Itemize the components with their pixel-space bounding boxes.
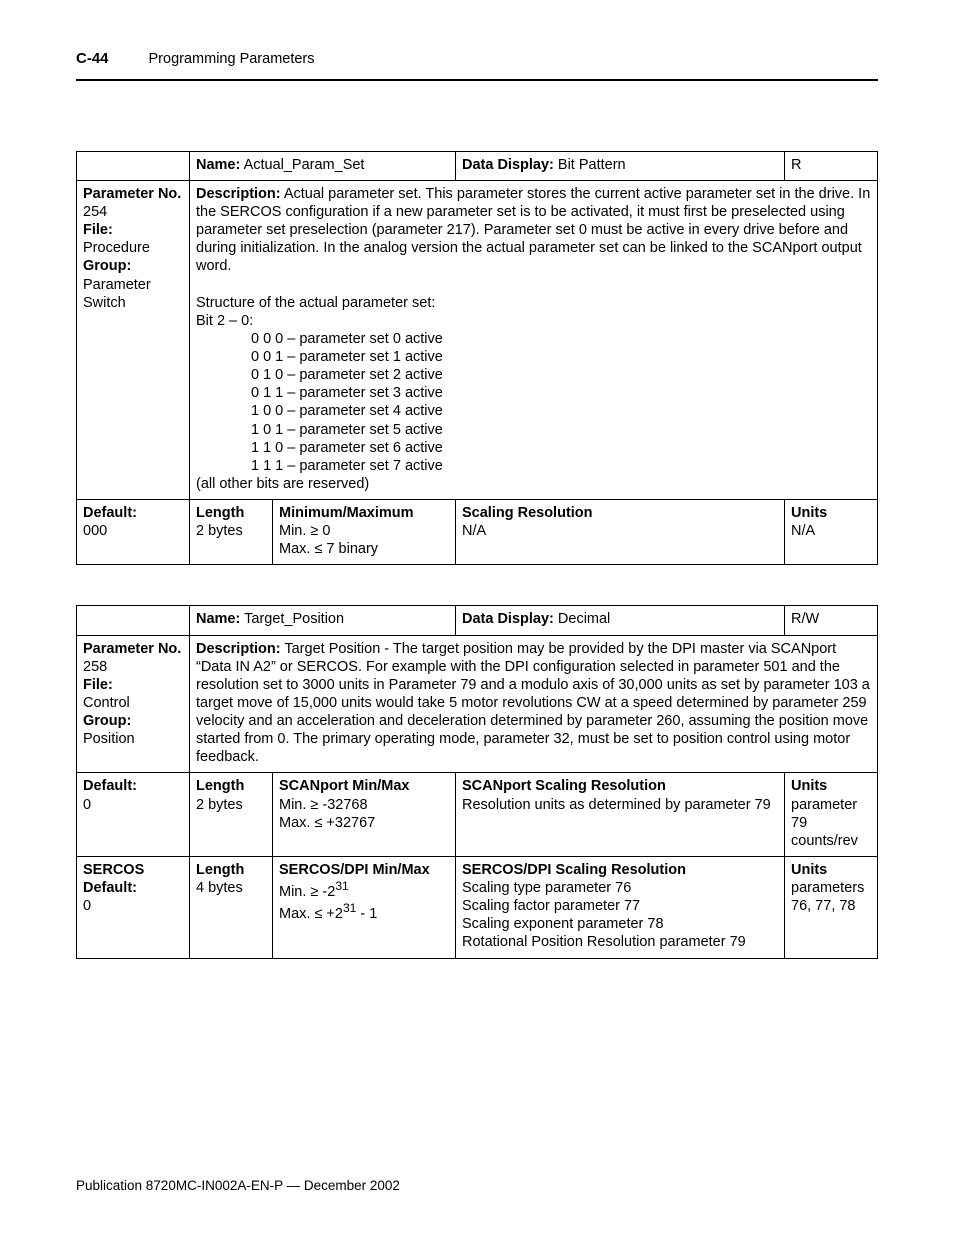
t2-sercos-default-label: SERCOS Default: — [83, 862, 144, 896]
t1-scaling-cell: Scaling Resolution N/A — [456, 500, 785, 565]
t1-length-cell: Length 2 bytes — [190, 500, 273, 565]
t2-sercos-length-value: 4 bytes — [196, 880, 243, 896]
t2-desc-label: Description: — [196, 641, 281, 657]
t2-sercos-units-label: Units — [791, 862, 827, 878]
t2-dd-cell: Data Display: Decimal — [456, 606, 785, 635]
t2-sercos-max-tail: - 1 — [356, 906, 377, 922]
t1-length-value: 2 bytes — [196, 523, 243, 539]
t1-structure-tail: (all other bits are reserved) — [196, 475, 871, 493]
t1-length-label: Length — [196, 505, 244, 521]
t2-sercos-scaling-cell: SERCOS/DPI Scaling Resolution Scaling ty… — [456, 856, 785, 958]
t2-scan-minmax-cell: SCANport Min/Max Min. ≥ -32768 Max. ≤ +3… — [273, 773, 456, 857]
t2-sercos-max-text: Max. ≤ +2 — [279, 906, 343, 922]
t2-dd-label: Data Display: — [462, 611, 554, 627]
t1-desc-text: Actual parameter set. This parameter sto… — [196, 186, 870, 275]
t2-desc-text: Target Position - The target position ma… — [196, 641, 870, 766]
t1-default-value: 000 — [83, 523, 107, 539]
t2-scan-units-cell: Units parameter 79 counts/rev — [785, 773, 878, 857]
t2-sercos-min-exp: 31 — [335, 879, 348, 893]
t2-sercos-default-cell: SERCOS Default: 0 — [77, 856, 190, 958]
t2-sercos-units-value: parameters 76, 77, 78 — [791, 880, 864, 914]
t2-left-block: Parameter No.258File:ControlGroup:Positi… — [77, 635, 190, 773]
page: C-44 Programming Parameters Name: Actual… — [0, 0, 954, 1235]
t2-name-cell: Name: Target_Position — [190, 606, 456, 635]
t1-scaling-value: N/A — [462, 523, 486, 539]
t2-scan-default-value: 0 — [83, 797, 91, 813]
t1-units-value: N/A — [791, 523, 815, 539]
t2-scan-minmax-label: SCANport Min/Max — [279, 778, 410, 794]
t2-sercos-max-exp: 31 — [343, 901, 356, 915]
t1-units-cell: Units N/A — [785, 500, 878, 565]
t2-rw: R/W — [785, 606, 878, 635]
t2-sercos-min-text: Min. ≥ -2 — [279, 884, 335, 900]
t2-scan-default-label: Default: — [83, 778, 137, 794]
t2-sercos-min-line: Min. ≥ -231 — [279, 884, 349, 900]
t1-name-label: Name: — [196, 157, 240, 173]
t2-sercos-scaling-label: SERCOS/DPI Scaling Resolution — [462, 862, 686, 878]
t2-sercos-minmax-label: SERCOS/DPI Min/Max — [279, 862, 430, 878]
t2-name-label: Name: — [196, 611, 240, 627]
t2-sercos-length-cell: Length 4 bytes — [190, 856, 273, 958]
header-page-no: C-44 — [76, 50, 109, 69]
t1-units-label: Units — [791, 505, 827, 521]
footer-publication: Publication 8720MC-IN002A-EN-P — Decembe… — [76, 1178, 400, 1195]
t2-scan-scaling-cell: SCANport Scaling Resolution Resolution u… — [456, 773, 785, 857]
t2-scan-units-value: parameter 79 counts/rev — [791, 797, 858, 849]
t2-scan-default-cell: Default: 0 — [77, 773, 190, 857]
header-section: Programming Parameters — [149, 50, 315, 68]
t1-minmax-cell: Minimum/Maximum Min. ≥ 0 Max. ≤ 7 binary — [273, 500, 456, 565]
t1-name-cell: Name: Actual_Param_Set — [190, 151, 456, 180]
t2-scan-scaling-label: SCANport Scaling Resolution — [462, 778, 666, 794]
t2-sercos-max-line: Max. ≤ +231 - 1 — [279, 906, 377, 922]
t1-datadisplay-cell: Data Display: Bit Pattern — [456, 151, 785, 180]
t1-minmax-value: Min. ≥ 0 Max. ≤ 7 binary — [279, 523, 378, 557]
t2-scan-scaling-value: Resolution units as determined by parame… — [462, 797, 771, 813]
t2-sercos-length-label: Length — [196, 862, 244, 878]
t1-default-label: Default: — [83, 505, 137, 521]
t2-blank — [77, 606, 190, 635]
t1-dd-label: Data Display: — [462, 157, 554, 173]
param-table-258: Name: Target_Position Data Display: Deci… — [76, 605, 878, 958]
t2-sercos-units-cell: Units parameters 76, 77, 78 — [785, 856, 878, 958]
t1-name-value: Actual_Param_Set — [244, 157, 365, 173]
t2-scan-length-value: 2 bytes — [196, 797, 243, 813]
t2-sercos-default-value: 0 — [83, 898, 91, 914]
t1-dd-value: Bit Pattern — [558, 157, 626, 173]
t1-structure-intro: Structure of the actual parameter set: B… — [196, 294, 871, 330]
t1-left-block: Parameter No.254File:ProcedureGroup:Para… — [77, 180, 190, 499]
t2-dd-value: Decimal — [558, 611, 610, 627]
t2-sercos-minmax-cell: SERCOS/DPI Min/Max Min. ≥ -231 Max. ≤ +2… — [273, 856, 456, 958]
param-table-254: Name: Actual_Param_Set Data Display: Bit… — [76, 151, 878, 566]
t2-scan-minmax-value: Min. ≥ -32768 Max. ≤ +32767 — [279, 797, 375, 831]
t1-desc-label: Description: — [196, 186, 281, 202]
t1-default-cell: Default: 000 — [77, 500, 190, 565]
t2-scan-length-label: Length — [196, 778, 244, 794]
t1-minmax-label: Minimum/Maximum — [279, 505, 414, 521]
t2-sercos-scaling-value: Scaling type parameter 76 Scaling factor… — [462, 880, 746, 950]
t2-name-value: Target_Position — [244, 611, 344, 627]
t1-blank — [77, 151, 190, 180]
t1-structure-list: 0 0 0 – parameter set 0 active 0 0 1 – p… — [196, 330, 871, 475]
t2-desc-cell: Description: Target Position - The targe… — [190, 635, 878, 773]
t1-scaling-label: Scaling Resolution — [462, 505, 593, 521]
t1-desc-cell: Description: Actual parameter set. This … — [190, 180, 878, 499]
t2-scan-length-cell: Length 2 bytes — [190, 773, 273, 857]
t1-rw: R — [785, 151, 878, 180]
running-header: C-44 Programming Parameters — [76, 50, 878, 81]
t2-scan-units-label: Units — [791, 778, 827, 794]
